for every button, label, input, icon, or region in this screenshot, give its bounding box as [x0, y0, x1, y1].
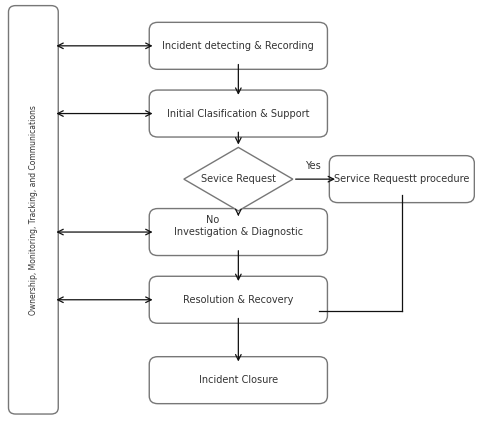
Text: Incident detecting & Recording: Incident detecting & Recording: [162, 41, 314, 51]
Text: Investigation & Diagnostic: Investigation & Diagnostic: [174, 227, 303, 237]
FancyBboxPatch shape: [330, 155, 474, 203]
Text: Initial Clasification & Support: Initial Clasification & Support: [167, 109, 310, 118]
Text: Ownership, Monitoring, Tracking, and Communications: Ownership, Monitoring, Tracking, and Com…: [29, 105, 38, 315]
FancyBboxPatch shape: [149, 357, 328, 404]
Text: Incident Closure: Incident Closure: [199, 375, 278, 385]
Polygon shape: [184, 147, 293, 211]
Text: Yes: Yes: [305, 161, 320, 171]
Text: Service Requestt procedure: Service Requestt procedure: [334, 174, 469, 184]
FancyBboxPatch shape: [149, 276, 328, 323]
Text: No: No: [206, 215, 219, 225]
FancyBboxPatch shape: [8, 6, 58, 414]
FancyBboxPatch shape: [149, 22, 328, 69]
Text: Sevice Request: Sevice Request: [201, 174, 276, 184]
FancyBboxPatch shape: [149, 209, 328, 256]
Text: Resolution & Recovery: Resolution & Recovery: [183, 295, 294, 305]
FancyBboxPatch shape: [149, 90, 328, 137]
